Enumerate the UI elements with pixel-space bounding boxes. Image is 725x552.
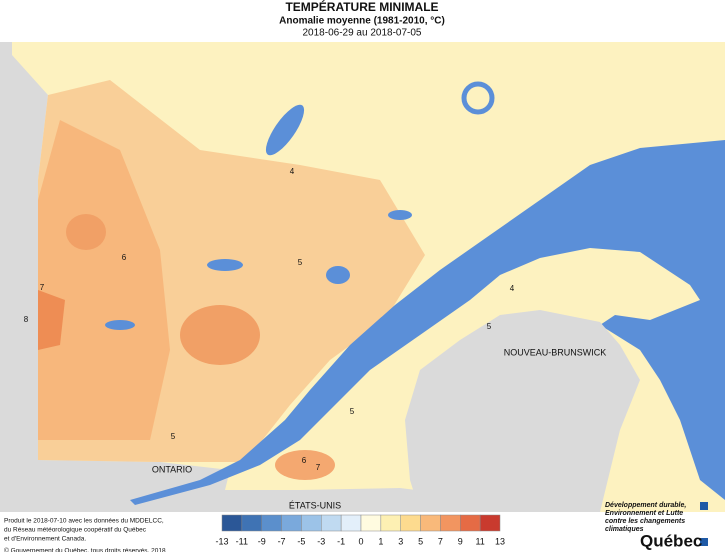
logo-text: Développement durable,: [605, 502, 686, 509]
contour-label: 7: [40, 283, 45, 292]
legend-tick-label: -3: [317, 536, 325, 546]
legend-tick-label: -9: [258, 536, 266, 546]
legend-swatch: [221, 514, 243, 532]
legend-swatch: [479, 514, 501, 532]
contour-label: 5: [171, 432, 176, 441]
legend-swatch: [241, 514, 262, 532]
map-labels: ONTARIO ÉTATS-UNIS NOUVEAU-BRUNSWICK 4 5 6 4 5 7…: [24, 167, 606, 510]
contour-label: 5: [350, 407, 355, 416]
lake: [265, 104, 305, 156]
legend-swatch: [340, 514, 362, 532]
logo-flag: [700, 502, 708, 510]
anomaly-zone: [38, 290, 65, 350]
legend-swatch: [460, 514, 481, 532]
logo-flag: [700, 538, 708, 546]
map: ONTARIO ÉTATS-UNIS NOUVEAU-BRUNSWICK 4 5 6 4 5 7…: [0, 42, 725, 512]
credit-line: © Gouvernement du Québec, tous droits ré…: [4, 547, 166, 552]
contour-label: 5: [487, 322, 492, 331]
legend-swatch: [321, 514, 342, 532]
legend: -13 -11 -9 -7 -5 -3 -1 0 1 3 5 7 9 11 13: [215, 514, 505, 546]
legend-tick-label: 1: [378, 536, 383, 546]
region-label: ONTARIO: [152, 464, 192, 474]
period: 2018-06-29 au 2018-07-05: [303, 28, 422, 39]
lake: [326, 266, 350, 284]
logo: Québec: [640, 502, 708, 550]
credit-line: et d'Environnement Canada.: [4, 536, 86, 543]
legend-tick-label: 0: [358, 536, 363, 546]
legend-tick-label: 3: [398, 536, 403, 546]
footer: Produit le 2018-07-10 avec les données d…: [4, 502, 686, 552]
subtitle: Anomalie moyenne (1981-2010, °C): [279, 16, 445, 27]
legend-tick-label: 9: [458, 536, 463, 546]
contour-label: 4: [510, 284, 515, 293]
contour-label: 5: [298, 258, 303, 267]
legend-tick-label: -1: [337, 536, 345, 546]
legend-swatch: [440, 514, 461, 532]
lake: [105, 320, 135, 330]
legend-swatch: [400, 514, 421, 532]
anomaly-zone: [38, 120, 170, 440]
legend-tick-label: -11: [236, 536, 248, 546]
logo-name: Québec: [640, 531, 702, 550]
contour-label: 4: [290, 167, 295, 176]
lake: [207, 259, 243, 271]
legend-tick-label: 5: [418, 536, 423, 546]
legend-swatch: [301, 514, 322, 532]
region-label: ÉTATS-UNIS: [289, 500, 341, 510]
anomaly-zone: [180, 305, 260, 365]
region-label: NOUVEAU-BRUNSWICK: [504, 347, 607, 357]
neighbour-land: [405, 310, 640, 512]
contour-label: 8: [24, 315, 29, 324]
legend-tick-label: -13: [215, 536, 228, 546]
logo-text: Environnement et Lutte: [605, 510, 683, 517]
contour-label: 6: [302, 456, 307, 465]
legend-tick-label: -5: [297, 536, 305, 546]
legend-swatch: [380, 514, 401, 532]
legend-tick-label: 13: [495, 536, 505, 546]
logo-text: contre les changements: [605, 518, 685, 525]
legend-swatch: [281, 514, 302, 532]
logo-text: climatiques: [605, 526, 644, 533]
contour-label: 7: [316, 463, 321, 472]
legend-swatch: [420, 514, 441, 532]
legend-swatch: [360, 514, 382, 532]
title: TEMPÉRATURE MINIMALE: [285, 0, 438, 14]
credit-line: du Réseau météorologique coopératif du Q…: [4, 527, 147, 534]
legend-swatch: [261, 514, 282, 532]
contour-label: 6: [122, 253, 127, 262]
legend-tick-label: 11: [475, 536, 484, 546]
legend-tick-label: -7: [278, 536, 286, 546]
water: [130, 140, 725, 505]
lake: [388, 210, 412, 220]
lake: [461, 81, 495, 115]
credit-line: Produit le 2018-07-10 avec les données d…: [4, 518, 164, 525]
anomaly-zone: [66, 214, 106, 250]
legend-tick-label: 7: [438, 536, 443, 546]
anomaly-zone: [275, 450, 335, 480]
